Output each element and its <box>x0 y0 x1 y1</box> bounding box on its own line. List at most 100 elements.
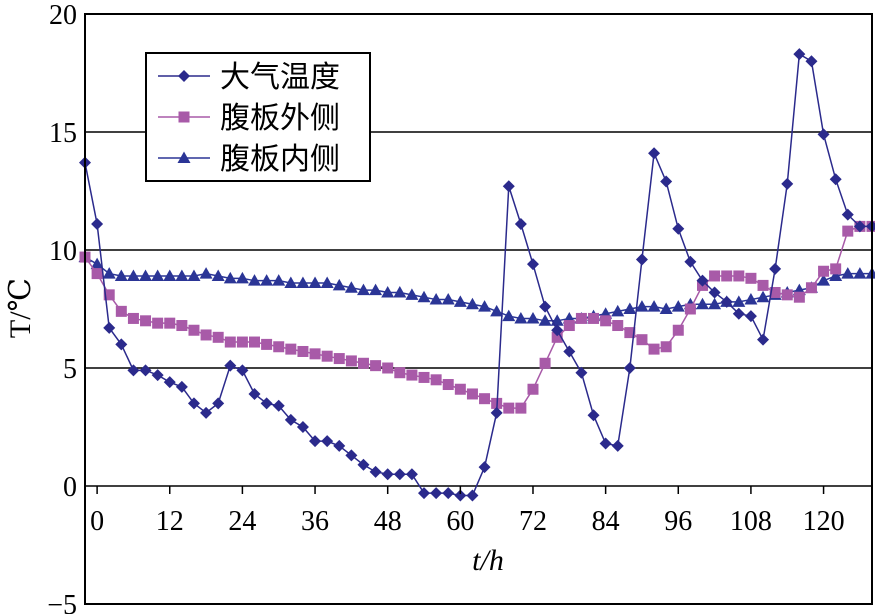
data-point <box>284 413 297 426</box>
data-point <box>672 222 685 235</box>
data-point <box>720 295 733 308</box>
data-point <box>369 283 383 296</box>
y-axis-label: T/℃ <box>4 278 37 338</box>
data-point <box>235 271 249 284</box>
data-point <box>769 262 782 275</box>
data-point <box>733 270 745 282</box>
data-point <box>515 402 527 414</box>
data-point <box>91 218 104 231</box>
data-point <box>817 274 831 286</box>
data-point <box>175 269 189 281</box>
x-tick-label: 60 <box>446 506 474 537</box>
data-point <box>176 320 188 332</box>
series-2 <box>78 250 875 326</box>
data-point <box>370 360 382 372</box>
data-point <box>757 333 770 346</box>
x-tick-label: 120 <box>803 506 845 537</box>
y-tick-label: 5 <box>63 354 77 385</box>
data-point <box>853 220 866 233</box>
data-point <box>356 283 370 296</box>
data-point <box>671 300 685 312</box>
data-point <box>635 300 649 312</box>
data-point <box>441 293 455 305</box>
data-point <box>345 449 358 462</box>
legend-marker-0 <box>178 70 190 82</box>
data-point <box>708 286 721 299</box>
data-point <box>563 345 576 358</box>
data-point <box>127 364 140 377</box>
data-point <box>587 409 600 422</box>
data-point <box>502 309 516 322</box>
data-point <box>260 397 273 410</box>
data-point <box>429 293 443 305</box>
y-tick-label: 0 <box>63 472 77 503</box>
data-point <box>272 399 285 412</box>
data-point <box>177 151 191 163</box>
data-point <box>115 338 128 351</box>
x-tick-label: 96 <box>664 506 692 537</box>
data-point <box>696 274 709 287</box>
data-point <box>611 304 625 317</box>
data-point <box>139 364 152 377</box>
data-point <box>309 435 322 448</box>
legend-marker-1 <box>178 111 190 123</box>
data-point <box>297 345 309 357</box>
series-layer <box>78 48 875 502</box>
data-point <box>732 307 745 320</box>
data-point <box>152 317 164 329</box>
x-tick-label: 0 <box>90 506 104 537</box>
data-point <box>115 305 127 317</box>
data-point <box>91 268 103 280</box>
data-point <box>563 320 575 332</box>
x-tick-label: 84 <box>592 506 620 537</box>
data-point <box>478 300 492 312</box>
data-point <box>635 253 648 266</box>
data-point <box>526 258 539 271</box>
data-point <box>769 286 781 298</box>
data-point <box>818 265 830 277</box>
data-point <box>151 269 165 281</box>
data-point <box>284 276 298 289</box>
data-point <box>648 147 661 160</box>
data-point <box>187 397 200 410</box>
data-point <box>224 359 237 372</box>
data-point <box>611 439 624 452</box>
data-point <box>672 324 684 336</box>
x-tick-label: 108 <box>730 506 772 537</box>
y-tick-label: 15 <box>49 118 77 149</box>
y-tick-label: −5 <box>47 590 77 614</box>
plot-frame <box>84 13 873 605</box>
data-point <box>442 379 454 391</box>
data-point <box>575 366 588 379</box>
data-point <box>466 388 478 400</box>
data-point <box>418 487 431 500</box>
data-point <box>684 255 697 268</box>
data-point <box>200 406 213 419</box>
data-point <box>830 263 842 275</box>
data-point <box>321 435 334 448</box>
data-point <box>454 383 466 395</box>
data-point <box>357 357 369 369</box>
y-ticks: 20 15 10 5 0 −5 <box>47 0 77 614</box>
data-point <box>393 468 406 481</box>
data-point <box>249 336 261 348</box>
data-point <box>126 269 140 281</box>
x-tick-label: 72 <box>519 506 547 537</box>
data-point <box>538 314 552 326</box>
data-point <box>236 364 249 377</box>
data-point <box>781 289 793 301</box>
data-point <box>320 276 334 289</box>
data-point <box>526 311 540 324</box>
data-point <box>684 303 696 315</box>
data-point <box>224 336 236 348</box>
data-point <box>178 111 190 123</box>
data-point <box>102 267 116 279</box>
data-point <box>261 338 273 350</box>
data-point <box>212 397 225 410</box>
data-point <box>332 278 346 291</box>
x-tick-label: 48 <box>374 506 402 537</box>
data-point <box>805 55 818 68</box>
data-point <box>551 324 564 337</box>
data-point <box>357 458 370 471</box>
